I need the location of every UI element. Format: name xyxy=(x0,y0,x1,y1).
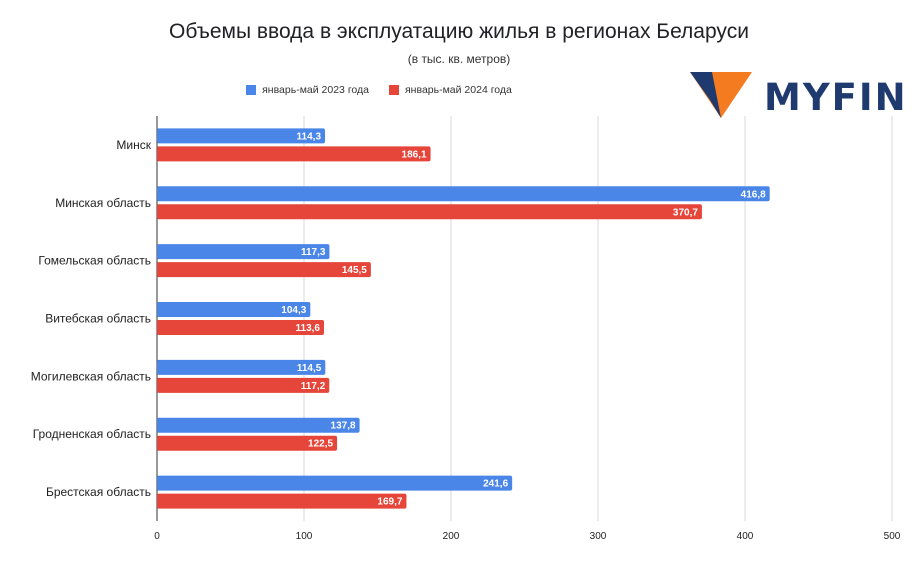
bar-value-label: 186,1 xyxy=(402,149,427,160)
myfin-logo: MYFIN xyxy=(690,72,905,119)
bar xyxy=(157,493,407,509)
category-label: Брестская область xyxy=(46,485,151,499)
chart-title: Объемы ввода в эксплуатацию жилья в реги… xyxy=(169,20,749,43)
bar-value-label: 169,7 xyxy=(377,497,402,508)
bar-value-label: 122,5 xyxy=(308,439,333,450)
bar xyxy=(157,435,338,451)
legend-swatch-2024 xyxy=(389,85,399,95)
category-label: Витебская область xyxy=(45,312,151,326)
bar-value-label: 137,8 xyxy=(331,421,356,432)
chart-legend: январь-май 2023 года январь-май 2024 год… xyxy=(0,84,918,96)
bar xyxy=(157,204,702,220)
bar xyxy=(157,377,330,393)
bar-value-label: 117,2 xyxy=(301,381,326,392)
x-tick-label: 200 xyxy=(443,531,460,542)
legend-item-2023: январь-май 2023 года xyxy=(246,84,369,96)
bar-value-label: 104,3 xyxy=(281,305,306,316)
chart-subtitle: (в тыс. кв. метров) xyxy=(407,52,511,66)
x-tick-label: 300 xyxy=(590,531,607,542)
bar-value-label: 145,5 xyxy=(342,265,367,276)
bar xyxy=(157,359,326,375)
legend-label-2023: январь-май 2023 года xyxy=(262,84,369,96)
category-label: Могилевская область xyxy=(31,369,151,383)
bar-value-label: 114,5 xyxy=(297,363,322,374)
x-tick-label: 500 xyxy=(884,531,901,542)
logo-text: MYFIN xyxy=(764,76,905,119)
category-label: Минск xyxy=(116,138,151,152)
bar xyxy=(157,244,330,260)
bar xyxy=(157,302,311,317)
bar xyxy=(157,186,770,202)
bar-value-label: 416,8 xyxy=(741,189,766,200)
category-label: Минская область xyxy=(55,196,151,210)
bar-value-label: 113,6 xyxy=(296,323,321,334)
category-label: Гродненская область xyxy=(33,427,151,441)
x-tick-label: 100 xyxy=(296,531,313,542)
legend-label-2024: январь-май 2024 года xyxy=(405,84,512,96)
bar-value-label: 114,3 xyxy=(297,131,322,142)
x-tick-label: 0 xyxy=(154,531,160,542)
bar xyxy=(157,262,371,278)
category-label: Гомельская область xyxy=(38,254,151,268)
bar xyxy=(157,320,324,335)
bar xyxy=(157,146,431,162)
legend-item-2024: январь-май 2024 года xyxy=(389,84,512,96)
bar xyxy=(157,417,360,433)
bar xyxy=(157,475,513,491)
x-tick-label: 400 xyxy=(737,531,754,542)
bar-value-label: 117,3 xyxy=(301,247,326,258)
legend-swatch-2023 xyxy=(246,85,257,95)
bar-value-label: 370,7 xyxy=(673,207,698,218)
bar xyxy=(157,128,326,144)
bar-value-label: 241,6 xyxy=(483,479,508,490)
logo-mark-blue xyxy=(690,72,721,118)
